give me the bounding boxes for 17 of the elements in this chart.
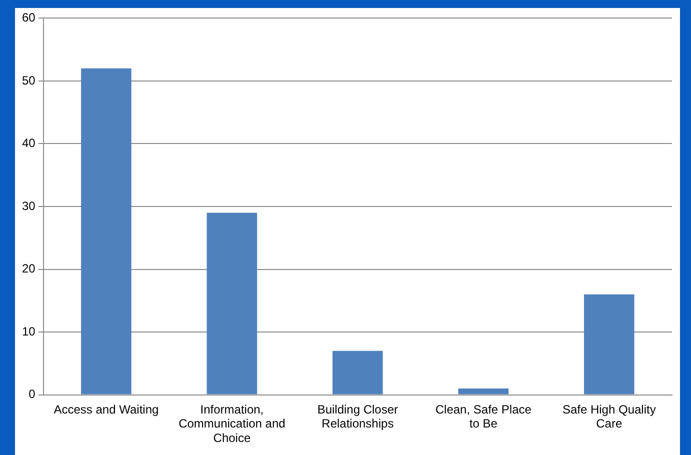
x-tick-label: Building Closer Relationships bbox=[317, 402, 398, 431]
bar bbox=[81, 68, 132, 394]
y-tick-label: 50 bbox=[22, 73, 36, 88]
x-tick-label: Safe High Quality Care bbox=[562, 402, 656, 431]
y-tick-label: 0 bbox=[28, 387, 36, 402]
y-tick-label: 20 bbox=[22, 262, 36, 276]
x-tick-label: Information, Communication and Choice bbox=[178, 402, 286, 446]
bar bbox=[332, 350, 383, 394]
y-tick-label: 40 bbox=[22, 136, 36, 150]
x-tick-label: Clean, Safe Place to Be bbox=[435, 402, 532, 431]
bar bbox=[206, 212, 258, 394]
bar bbox=[584, 294, 634, 394]
bar bbox=[458, 388, 509, 394]
y-tick-label: 60 bbox=[22, 10, 36, 25]
y-tick-label: 10 bbox=[22, 324, 36, 338]
x-tick-label: Access and Waiting bbox=[54, 402, 159, 416]
y-tick-label: 30 bbox=[22, 198, 36, 213]
